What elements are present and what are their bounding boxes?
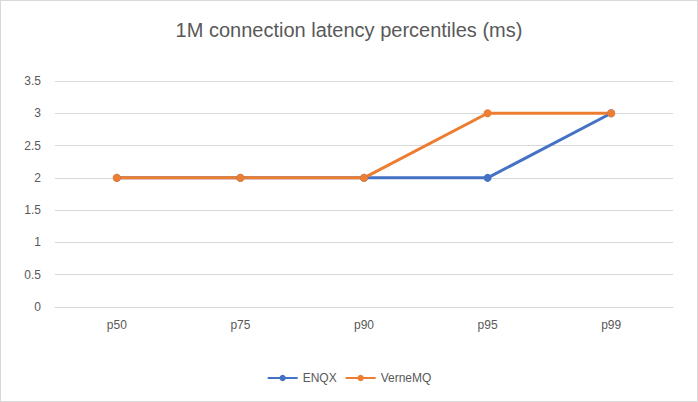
svg-text:2: 2 (34, 171, 41, 185)
svg-text:1M connection latency percenti: 1M connection latency percentiles (ms) (176, 19, 523, 41)
svg-text:3: 3 (34, 106, 41, 120)
svg-text:0: 0 (34, 300, 41, 314)
svg-text:ENQX: ENQX (303, 371, 337, 385)
svg-text:p50: p50 (107, 318, 127, 332)
svg-text:p99: p99 (601, 318, 621, 332)
svg-text:3.5: 3.5 (24, 74, 41, 88)
svg-text:VerneMQ: VerneMQ (381, 371, 432, 385)
svg-text:p95: p95 (478, 318, 498, 332)
svg-text:p75: p75 (230, 318, 250, 332)
svg-text:1: 1 (34, 235, 41, 249)
svg-text:1.5: 1.5 (24, 203, 41, 217)
svg-text:2.5: 2.5 (24, 139, 41, 153)
svg-text:0.5: 0.5 (24, 268, 41, 282)
svg-text:p90: p90 (354, 318, 374, 332)
